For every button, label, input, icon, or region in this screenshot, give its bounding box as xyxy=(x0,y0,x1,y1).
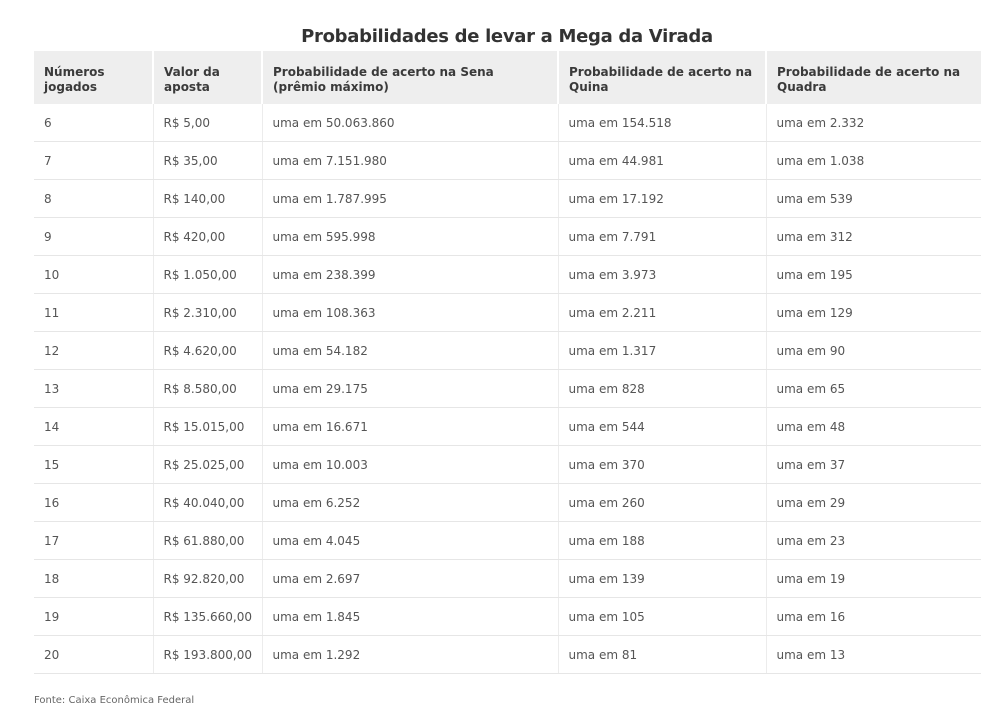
table-cell: 6 xyxy=(34,104,153,142)
table-cell: uma em 29 xyxy=(765,483,981,522)
table-cell: uma em 2.332 xyxy=(765,104,981,142)
table-cell: uma em 4.045 xyxy=(261,521,558,560)
table-cell: R$ 193.800,00 xyxy=(152,635,262,674)
table-row: 19 R$ 135.660,00 uma em 1.845 uma em 105 uma… xyxy=(34,597,981,636)
column-header: Probabilidade de acerto na Quina xyxy=(557,51,766,104)
table-cell: uma em 195 xyxy=(765,255,981,294)
table-cell: 20 xyxy=(34,635,153,674)
table-cell: uma em 48 xyxy=(765,407,981,446)
table-cell: 18 xyxy=(34,559,153,598)
table-cell: uma em 90 xyxy=(765,331,981,370)
table-row: 8 R$ 140,00 uma em 1.787.995 uma em 17.192 u… xyxy=(34,179,981,218)
table-cell: uma em 108.363 xyxy=(261,293,558,332)
table-cell: 7 xyxy=(34,141,153,180)
table-cell: R$ 1.050,00 xyxy=(152,255,262,294)
column-header: Probabilidade de acerto na Sena (prêmio … xyxy=(261,51,558,104)
table-row: 10 R$ 1.050,00 uma em 238.399 uma em 3.973 u… xyxy=(34,255,981,294)
table-cell: uma em 2.211 xyxy=(557,293,766,332)
table-cell: uma em 139 xyxy=(557,559,766,598)
table-cell: 14 xyxy=(34,407,153,446)
table-cell: uma em 10.003 xyxy=(261,445,558,484)
table-cell: uma em 539 xyxy=(765,179,981,218)
table-cell: uma em 23 xyxy=(765,521,981,560)
table-cell: uma em 370 xyxy=(557,445,766,484)
table-cell: uma em 129 xyxy=(765,293,981,332)
table-cell: R$ 92.820,00 xyxy=(152,559,262,598)
table-row: 7 R$ 35,00 uma em 7.151.980 uma em 44.981 um… xyxy=(34,141,981,180)
table-row: 12 R$ 4.620,00 uma em 54.182 uma em 1.317 um… xyxy=(34,331,981,370)
table-cell: uma em 105 xyxy=(557,597,766,636)
column-header: Números jogados xyxy=(34,51,153,104)
table-cell: uma em 54.182 xyxy=(261,331,558,370)
table-cell: uma em 16 xyxy=(765,597,981,636)
table-cell: uma em 154.518 xyxy=(557,104,766,142)
table-cell: uma em 1.317 xyxy=(557,331,766,370)
table-cell: R$ 8.580,00 xyxy=(152,369,262,408)
table-row: 6 R$ 5,00 uma em 50.063.860 uma em 154.518 u… xyxy=(34,104,981,142)
table-cell: uma em 828 xyxy=(557,369,766,408)
table-cell: R$ 140,00 xyxy=(152,179,262,218)
table-row: 9 R$ 420,00 uma em 595.998 uma em 7.791 uma … xyxy=(34,217,981,256)
table-cell: 15 xyxy=(34,445,153,484)
table-cell: uma em 260 xyxy=(557,483,766,522)
table-cell: R$ 420,00 xyxy=(152,217,262,256)
table-cell: uma em 544 xyxy=(557,407,766,446)
table-title: Probabilidades de levar a Mega da Virada xyxy=(301,26,713,47)
table-row: 16 R$ 40.040,00 uma em 6.252 uma em 260 uma … xyxy=(34,483,981,522)
table-cell: R$ 4.620,00 xyxy=(152,331,262,370)
table-cell: uma em 37 xyxy=(765,445,981,484)
table-cell: 10 xyxy=(34,255,153,294)
table-cell: uma em 2.697 xyxy=(261,559,558,598)
table-row: 17 R$ 61.880,00 uma em 4.045 uma em 188 uma … xyxy=(34,521,981,560)
table-cell: 8 xyxy=(34,179,153,218)
table-cell: uma em 238.399 xyxy=(261,255,558,294)
source-note: Fonte: Caixa Econômica Federal xyxy=(34,695,195,706)
table-cell: 13 xyxy=(34,369,153,408)
table-cell: 9 xyxy=(34,217,153,256)
table-cell: uma em 17.192 xyxy=(557,179,766,218)
table-cell: uma em 3.973 xyxy=(557,255,766,294)
table-cell: uma em 7.151.980 xyxy=(261,141,558,180)
table-cell: uma em 312 xyxy=(765,217,981,256)
table-cell: 16 xyxy=(34,483,153,522)
table-cell: uma em 16.671 xyxy=(261,407,558,446)
table-cell: uma em 29.175 xyxy=(261,369,558,408)
table-row: 15 R$ 25.025,00 uma em 10.003 uma em 370 uma… xyxy=(34,445,981,484)
table-cell: R$ 135.660,00 xyxy=(152,597,262,636)
table-cell: uma em 1.787.995 xyxy=(261,179,558,218)
table-cell: 17 xyxy=(34,521,153,560)
table-cell: R$ 25.025,00 xyxy=(152,445,262,484)
column-header: Probabilidade de acerto na Quadra xyxy=(765,51,981,104)
table-cell: uma em 7.791 xyxy=(557,217,766,256)
table-cell: uma em 44.981 xyxy=(557,141,766,180)
table-row: 20 R$ 193.800,00 uma em 1.292 uma em 81 uma … xyxy=(34,635,981,674)
table-cell: uma em 1.292 xyxy=(261,635,558,674)
table-cell: 11 xyxy=(34,293,153,332)
table-cell: R$ 40.040,00 xyxy=(152,483,262,522)
table-cell: uma em 19 xyxy=(765,559,981,598)
table-cell: 19 xyxy=(34,597,153,636)
table-row: 13 R$ 8.580,00 uma em 29.175 uma em 828 uma … xyxy=(34,369,981,408)
table-cell: uma em 65 xyxy=(765,369,981,408)
table-cell: uma em 6.252 xyxy=(261,483,558,522)
table-cell: R$ 5,00 xyxy=(152,104,262,142)
table-cell: uma em 81 xyxy=(557,635,766,674)
table-cell: R$ 61.880,00 xyxy=(152,521,262,560)
table-cell: uma em 595.998 xyxy=(261,217,558,256)
table-header-row: Números jogados Valor da aposta Probabilid… xyxy=(34,51,981,104)
probability-table: Números jogados Valor da aposta Probabilid… xyxy=(34,51,981,674)
column-header: Valor da aposta xyxy=(152,51,262,104)
table-row: 18 R$ 92.820,00 uma em 2.697 uma em 139 uma … xyxy=(34,559,981,598)
table-cell: uma em 188 xyxy=(557,521,766,560)
table-cell: uma em 1.038 xyxy=(765,141,981,180)
table-cell: uma em 13 xyxy=(765,635,981,674)
table-row: 14 R$ 15.015,00 uma em 16.671 uma em 544 uma… xyxy=(34,407,981,446)
table-cell: R$ 35,00 xyxy=(152,141,262,180)
table-cell: R$ 15.015,00 xyxy=(152,407,262,446)
table-cell: 12 xyxy=(34,331,153,370)
table-cell: R$ 2.310,00 xyxy=(152,293,262,332)
table-row: 11 R$ 2.310,00 uma em 108.363 uma em 2.211 u… xyxy=(34,293,981,332)
table-cell: uma em 50.063.860 xyxy=(261,104,558,142)
table-cell: uma em 1.845 xyxy=(261,597,558,636)
